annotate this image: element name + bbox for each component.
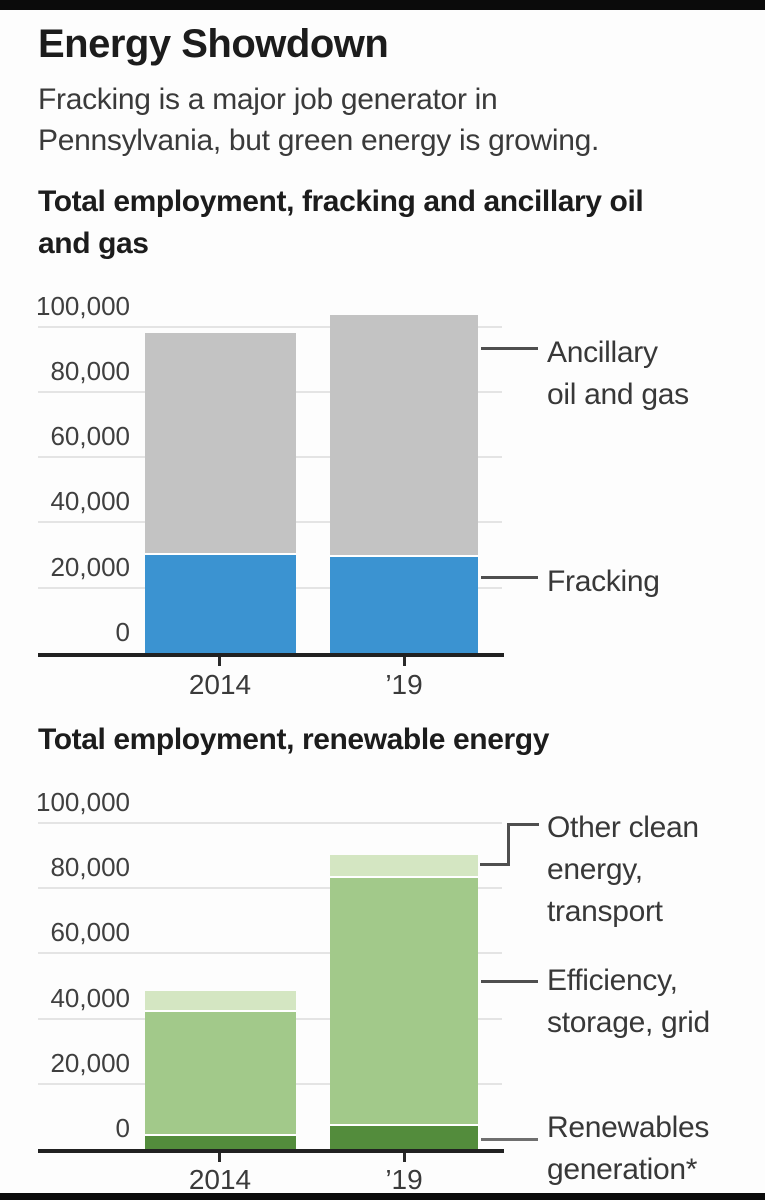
legend-ancillary-oil-and-gas: Ancillary oil and gas [547, 332, 689, 416]
y-axis-label: 0 [115, 1113, 130, 1143]
x-axis-tick [403, 657, 406, 666]
legend-bracket-other-clean-bottom [480, 863, 510, 866]
page-subtitle-line-1: Fracking is a major job generator in [38, 83, 498, 116]
chart-2-x-axis-label-19: ’19 [385, 1164, 423, 1195]
x-axis-tick [403, 1153, 406, 1162]
legend-other-clean-line-2: energy, [547, 853, 643, 886]
legend-ancillary-line-1: Ancillary [547, 336, 658, 369]
legend-tick-renewables [481, 1138, 538, 1141]
gridline [38, 822, 502, 824]
x-axis-tick [218, 657, 221, 666]
y-axis-label: 80,000 [50, 355, 130, 386]
legend-other-clean-energy-transport: Other clean energy, transport [547, 807, 699, 933]
y-axis-label: 100,000 [36, 290, 130, 321]
legend-other-clean-line-1: Other clean [547, 811, 699, 844]
bar-segment-ancillary-oil-and-gas-2014 [145, 333, 296, 555]
y-axis-label: 80,000 [50, 852, 130, 883]
bar-segment-efficiency-storage-grid-19 [330, 878, 478, 1126]
y-axis-label: 0 [115, 617, 130, 647]
y-axis-label: 20,000 [50, 1047, 130, 1078]
bar-segment-ancillary-oil-and-gas-19 [330, 315, 478, 557]
legend-efficiency-storage-grid: Efficiency, storage, grid [547, 960, 710, 1044]
page-subtitle-line-2: Pennsylvania, but green energy is growin… [38, 124, 600, 157]
y-axis-label: 60,000 [50, 917, 130, 948]
chart-2-x-axis-label-2014: 2014 [188, 1164, 252, 1195]
legend-renewables-generation: Renewables generation* [547, 1107, 709, 1191]
legend-fracking-line-1: Fracking [547, 565, 660, 598]
legend-fracking: Fracking [547, 561, 660, 603]
bottom-border-bar [0, 1193, 765, 1200]
bar-segment-fracking-19 [330, 557, 478, 653]
chart-2-title: Total employment, renewable energy [38, 719, 549, 761]
gridline [38, 887, 502, 890]
page-subtitle: Fracking is a major job generator in Pen… [38, 79, 599, 161]
bar-segment-efficiency-storage-grid-2014 [145, 1012, 296, 1136]
bar-segment-renewables-generation-2014 [145, 1136, 296, 1149]
x-axis-tick [218, 1153, 221, 1162]
chart-1-x-axis-label-2014: 2014 [188, 669, 252, 700]
y-axis-label: 100,000 [36, 787, 130, 817]
legend-renewables-line-2: generation* [547, 1153, 698, 1186]
chart-1-title: Total employment, fracking and ancillary… [38, 181, 644, 265]
chart-1-title-line-2: and gas [38, 227, 149, 260]
chart-2-title-line-1: Total employment, renewable energy [38, 723, 549, 756]
page-title: Energy Showdown [38, 22, 389, 66]
chart-1-x-axis-label-19: ’19 [385, 669, 423, 700]
top-border-bar [0, 0, 765, 10]
chart-1-title-line-1: Total employment, fracking and ancillary… [38, 185, 644, 218]
legend-bracket-other-clean-top [509, 823, 539, 826]
y-axis-label: 20,000 [50, 551, 130, 582]
bar-segment-fracking-2014 [145, 555, 296, 653]
bar-segment-other-clean-energy-transport-19 [330, 855, 478, 878]
gridline [38, 325, 502, 328]
x-axis-line [38, 1149, 504, 1153]
y-axis-label: 40,000 [50, 982, 130, 1013]
bar-segment-other-clean-energy-transport-2014 [145, 991, 296, 1012]
legend-efficiency-line-1: Efficiency, [547, 964, 678, 997]
legend-tick-ancillary [481, 347, 538, 350]
legend-bracket-other-clean-vertical [507, 823, 510, 866]
bar-segment-renewables-generation-19 [330, 1126, 478, 1149]
y-axis-label: 40,000 [50, 486, 130, 517]
legend-ancillary-line-2: oil and gas [547, 378, 689, 411]
y-axis-label: 60,000 [50, 421, 130, 452]
legend-tick-fracking [481, 576, 538, 579]
legend-tick-efficiency [481, 980, 538, 983]
legend-renewables-line-1: Renewables [547, 1111, 710, 1144]
x-axis-line [38, 653, 504, 657]
legend-other-clean-line-3: transport [547, 895, 663, 928]
gridline [38, 952, 502, 955]
legend-efficiency-line-2: storage, grid [547, 1006, 710, 1039]
